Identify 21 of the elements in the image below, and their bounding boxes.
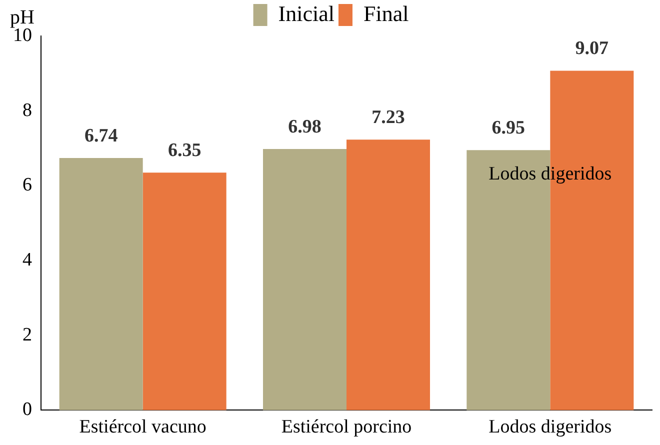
bar bbox=[262, 149, 346, 410]
bar bbox=[59, 158, 143, 410]
y-tick-label: 6 bbox=[22, 174, 32, 196]
annotation: Lodos digeridos bbox=[488, 163, 612, 184]
data-label: 6.35 bbox=[168, 140, 202, 161]
data-label: 7.23 bbox=[372, 107, 405, 128]
x-tick-label: Estiércol porcino bbox=[281, 416, 412, 438]
y-tick-label: 0 bbox=[22, 399, 32, 420]
y-tick-label: 4 bbox=[22, 250, 32, 271]
data-label: 6.95 bbox=[492, 118, 526, 139]
data-label: 9.07 bbox=[575, 38, 610, 60]
y-tick-label: 8 bbox=[22, 100, 32, 121]
bar bbox=[346, 140, 430, 410]
x-tick-label: Estiércol vacuno bbox=[79, 416, 206, 438]
bar bbox=[142, 172, 226, 410]
x-tick-label: Lodos digeridos bbox=[488, 416, 612, 438]
legend-label: Inicial bbox=[278, 0, 334, 26]
data-label: 6.98 bbox=[288, 116, 322, 138]
legend-label: Final bbox=[363, 0, 409, 26]
y-tick-label: 2 bbox=[22, 324, 32, 346]
data-label: 6.74 bbox=[84, 125, 118, 146]
